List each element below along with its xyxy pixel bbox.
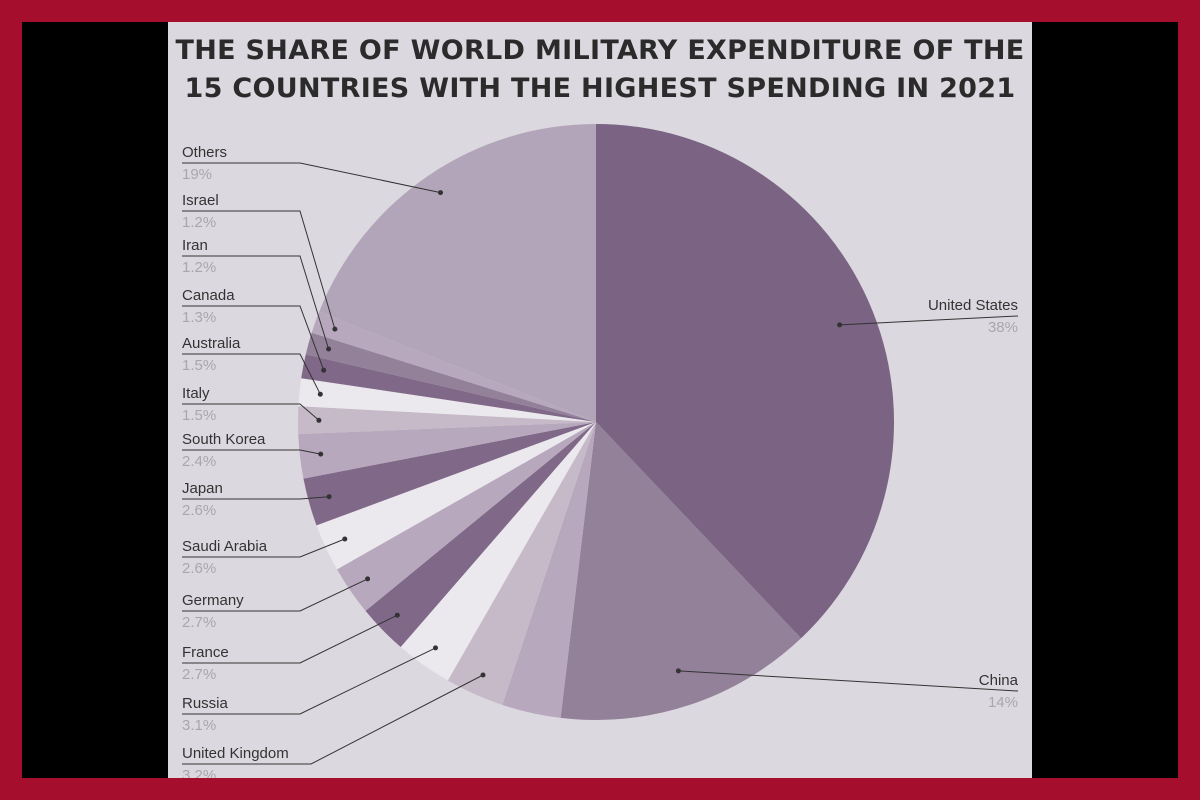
leader-dot-japan	[326, 494, 332, 500]
leader-dot-france	[394, 612, 400, 618]
pie-slice-japan	[303, 422, 596, 526]
slice-value-japan: 2.6%	[182, 502, 216, 519]
leader-dot-others	[438, 190, 443, 196]
slice-value-united-kingdom: 3.2%	[182, 767, 216, 778]
leader-dot-israel	[332, 326, 338, 332]
leader-dot-saudi-arabia	[342, 536, 348, 542]
leader-line-canada	[182, 305, 325, 371]
slice-value-australia: 1.5%	[182, 357, 216, 374]
slice-label-germany: Germany	[182, 592, 244, 609]
slice-label-france: France	[182, 644, 229, 661]
slice-value-israel: 1.2%	[182, 214, 216, 231]
leader-dot-australia	[317, 391, 323, 397]
pie-chart: United States 38% China 14% United Kingdom 3.…	[182, 124, 1019, 778]
slice-label-russia: Russia	[182, 695, 229, 712]
slice-value-france: 2.7%	[182, 666, 216, 683]
leader-line-south-korea	[182, 449, 321, 455]
pie-slice-saudi-arabia	[316, 422, 596, 570]
slice-label-united-states: United States	[928, 297, 1018, 314]
leader-line-saudi-arabia	[182, 538, 345, 558]
leader-dot-germany	[365, 576, 371, 582]
slice-label-canada: Canada	[182, 287, 235, 304]
pie-slice-iran	[305, 332, 596, 422]
slice-label-south-korea: South Korea	[182, 431, 266, 448]
leader-dot-china	[675, 668, 681, 674]
leader-line-united-kingdom	[182, 674, 484, 765]
leader-dot-united-kingdom	[480, 672, 486, 678]
leader-line-others	[182, 162, 441, 194]
chart-title-line-1: THE SHARE OF WORLD MILITARY EXPENDITURE …	[175, 35, 1025, 66]
slice-label-italy: Italy	[182, 385, 210, 402]
chart-title-line-2: 15 COUNTRIES WITH THE HIGHEST SPENDING I…	[184, 73, 1016, 104]
pie-slice-australia	[298, 378, 596, 422]
slice-value-italy: 1.5%	[182, 407, 216, 424]
pie-slice-china	[560, 422, 802, 721]
pie-slice-canada	[301, 354, 596, 422]
leader-line-japan	[182, 496, 330, 500]
leader-line-united-states	[839, 315, 1019, 326]
leader-line-germany	[182, 578, 368, 612]
pie-slice-united-kingdom	[447, 422, 596, 705]
pie-slice-united-states	[596, 124, 895, 639]
slice-value-canada: 1.3%	[182, 309, 216, 326]
leader-line-israel	[182, 210, 336, 330]
leader-line-iran	[182, 255, 330, 350]
leader-dot-united-states	[837, 322, 843, 328]
leader-dot-russia	[433, 645, 438, 651]
leader-dot-italy	[316, 417, 322, 423]
slice-label-australia: Australia	[182, 335, 241, 352]
leader-line-russia	[182, 647, 436, 715]
slice-value-south-korea: 2.4%	[182, 453, 216, 470]
pie-slice-south-korea	[298, 422, 596, 479]
slice-value-united-states: 38%	[988, 319, 1018, 336]
infographic-panel: THE SHARE OF WORLD MILITARY EXPENDITURE …	[168, 22, 1032, 778]
pie-slice-germany	[337, 422, 596, 611]
leader-dot-south-korea	[318, 451, 324, 457]
leader-dot-canada	[321, 367, 327, 373]
pie-slice-france	[365, 422, 596, 648]
leader-line-italy	[182, 403, 320, 421]
pie-slice-unlabeled-2	[502, 422, 596, 718]
slice-value-china: 14%	[988, 694, 1018, 711]
pie-slice-italy	[298, 406, 596, 435]
slice-label-japan: Japan	[182, 480, 223, 497]
slice-value-germany: 2.7%	[182, 614, 216, 631]
slice-value-iran: 1.2%	[182, 259, 216, 276]
slice-value-russia: 3.1%	[182, 717, 216, 734]
pie-slice-israel	[311, 311, 596, 422]
slice-label-israel: Israel	[182, 192, 219, 209]
slice-value-others: 19%	[182, 166, 212, 183]
leader-line-australia	[182, 353, 321, 395]
slice-label-china: China	[979, 672, 1019, 689]
leader-dot-iran	[326, 346, 332, 352]
slice-value-saudi-arabia: 2.6%	[182, 560, 216, 577]
slice-label-saudi-arabia: Saudi Arabia	[182, 538, 268, 555]
leader-line-china	[678, 670, 1019, 692]
slice-label-others: Others	[182, 144, 227, 161]
chart-title: THE SHARE OF WORLD MILITARY EXPENDITURE …	[168, 32, 1032, 108]
slice-label-united-kingdom: United Kingdom	[182, 745, 289, 762]
slice-label-iran: Iran	[182, 237, 208, 254]
pie-slice-others	[319, 124, 596, 422]
pie-slice-russia	[400, 422, 596, 681]
leader-line-france	[182, 614, 398, 664]
